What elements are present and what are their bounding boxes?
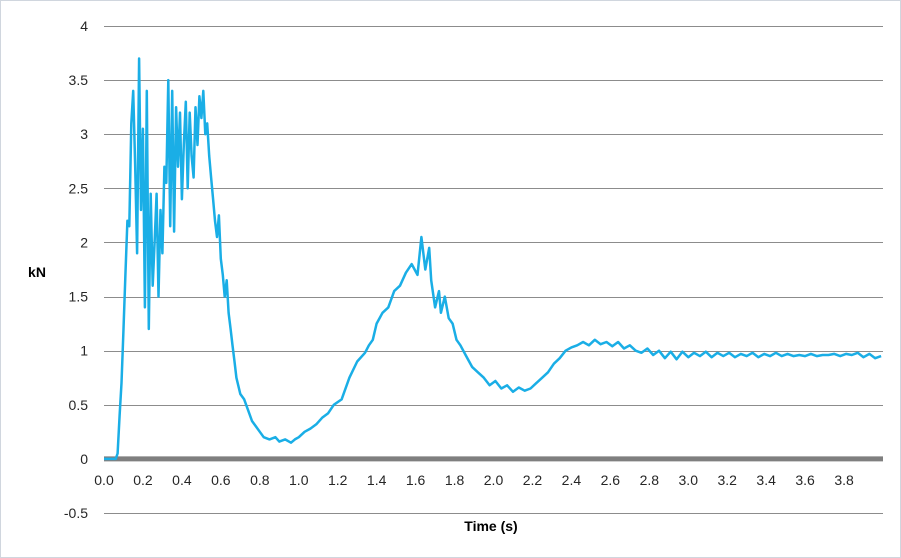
x-tick-label: 0.0 — [94, 472, 114, 488]
x-tick-label: 0.4 — [172, 472, 192, 488]
x-tick-label: 2.8 — [640, 472, 660, 488]
x-axis-title: Time (s) — [464, 518, 517, 534]
x-tick-label: 0.6 — [211, 472, 231, 488]
x-tick-labels: 0.0 0.2 0.4 0.6 0.8 1.0 1.2 1.4 1.6 1.8 2.0 2.2 2.4 2… — [94, 472, 854, 488]
x-tick-label: 1.0 — [289, 472, 309, 488]
x-tick-label: 3.2 — [717, 472, 737, 488]
x-tick-label: 0.8 — [250, 472, 270, 488]
x-tick-label: 1.4 — [367, 472, 387, 488]
y-tick-label: 1.5 — [69, 289, 89, 305]
y-tick-label: 2 — [80, 234, 88, 250]
y-tick-label: 4 — [80, 18, 88, 34]
y-tick-label: 1 — [80, 343, 88, 359]
x-tick-label: 3.8 — [834, 472, 854, 488]
grid-lines — [104, 26, 883, 514]
x-tick-label: 2.0 — [484, 472, 504, 488]
series-layer — [104, 57, 882, 461]
x-tick-label: 3.4 — [756, 472, 776, 488]
x-tick-label: 2.2 — [523, 472, 543, 488]
y-tick-label: 0 — [80, 451, 88, 467]
series-line — [104, 57, 882, 461]
x-tick-label: 3.0 — [679, 472, 699, 488]
y-tick-labels: -0.5 0 0.5 1 1.5 2 2.5 3 3.5 4 — [64, 18, 88, 521]
y-tick-label: 3.5 — [69, 72, 89, 88]
y-tick-label: 0.5 — [69, 397, 89, 413]
x-tick-label: 3.6 — [795, 472, 815, 488]
x-tick-label: 0.2 — [133, 472, 153, 488]
y-tick-label: 3 — [80, 126, 88, 142]
x-tick-label: 1.6 — [406, 472, 426, 488]
y-tick-label: 2.5 — [69, 180, 89, 196]
x-tick-label: 2.4 — [562, 472, 582, 488]
x-tick-label: 1.2 — [328, 472, 348, 488]
y-axis-title: kN — [28, 264, 46, 280]
x-tick-label: 1.8 — [445, 472, 465, 488]
y-tick-label: -0.5 — [64, 505, 88, 521]
x-tick-label: 2.6 — [601, 472, 621, 488]
